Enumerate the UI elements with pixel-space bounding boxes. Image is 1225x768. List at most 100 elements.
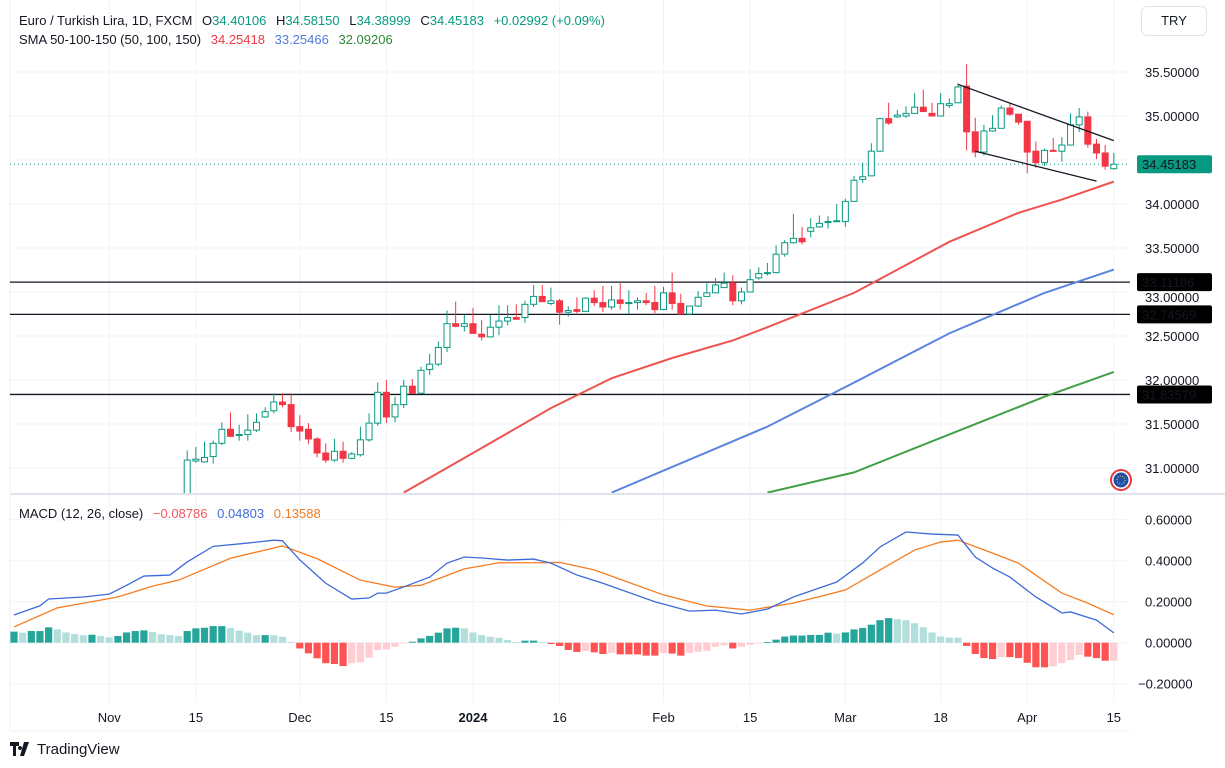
candle-up[interactable] [720,272,728,289]
candle-up[interactable] [711,277,719,294]
candle-down[interactable] [919,89,927,113]
candle-up[interactable] [270,393,278,414]
candle-down[interactable] [313,437,321,458]
candle-down[interactable] [1023,120,1031,174]
candle-down[interactable] [971,117,979,158]
candle-up[interactable] [201,441,209,463]
candle-down[interactable] [1084,111,1092,148]
candle-up[interactable] [1110,152,1118,170]
macd-axis[interactable]: 0.60000 0.40000 0.20000 0.00000 −0.20000 [1138,513,1193,692]
candle-up[interactable] [772,245,780,274]
candle-down[interactable] [590,290,598,307]
tradingview-logo[interactable]: TradingView [10,739,120,759]
candle-up[interactable] [235,424,243,441]
candle-up[interactable] [209,440,217,464]
candle-up[interactable] [876,117,884,152]
candle-up[interactable] [737,287,745,305]
candle-up[interactable] [504,305,512,326]
eu-flag-icon[interactable] [1110,469,1132,491]
level-price-label[interactable]: 31.83579 [1137,385,1212,404]
candle-up[interactable] [859,162,867,183]
candle-down[interactable] [469,307,477,334]
candle-down[interactable] [227,412,234,438]
candle-down[interactable] [885,102,893,125]
price-pane[interactable] [10,64,1140,508]
candle-up[interactable] [426,353,434,375]
candle-down[interactable] [382,380,390,424]
candle-down[interactable] [278,393,286,408]
candle-up[interactable] [781,240,789,257]
candle-up[interactable] [850,175,858,202]
candle-up[interactable] [980,124,988,156]
candle-down[interactable] [1093,138,1100,160]
candle-up[interactable] [348,452,356,460]
candle-up[interactable] [789,213,797,244]
candle-up[interactable] [400,380,408,409]
candle-down[interactable] [642,292,650,306]
candle-up[interactable] [530,284,538,307]
candle-up[interactable] [954,83,962,104]
candle-down[interactable] [1015,113,1023,125]
candle-up[interactable] [244,414,252,441]
candle-up[interactable] [495,305,503,336]
candle-up[interactable] [192,446,200,463]
candle-up[interactable] [893,109,901,118]
candle-up[interactable] [625,290,633,314]
candle-up[interactable] [807,218,815,238]
candle-down[interactable] [322,443,330,463]
trend-channel-line[interactable] [957,83,1115,142]
candle-up[interactable] [867,143,875,177]
level-price-label[interactable]: 33.11186 [1137,273,1212,292]
candle-up[interactable] [356,426,364,457]
candle-up[interactable] [460,314,468,332]
candle-down[interactable] [573,297,581,314]
sma-line-sma50[interactable] [403,180,1115,493]
candle-down[interactable] [729,275,737,306]
candle-down[interactable] [452,301,460,328]
candle-up[interactable] [1041,148,1049,167]
candle-down[interactable] [599,285,607,313]
candle-up[interactable] [815,215,823,228]
candle-up[interactable] [582,297,590,312]
candle-up[interactable] [833,204,841,223]
candle-up[interactable] [443,310,451,352]
candle-up[interactable] [218,422,226,446]
candle-down[interactable] [928,102,936,117]
candle-up[interactable] [608,285,616,310]
candle-up[interactable] [365,413,373,442]
candle-down[interactable] [963,64,971,151]
candle-up[interactable] [521,300,529,323]
candle-up[interactable] [746,269,754,293]
candle-up[interactable] [391,396,399,423]
candle-down[interactable] [512,304,520,320]
candle-up[interactable] [937,93,945,117]
candle-up[interactable] [417,366,425,395]
candle-down[interactable] [408,379,416,395]
last-price-label[interactable]: 34.45183 [1137,155,1212,174]
sma-line-sma150[interactable] [767,370,1115,493]
candle-down[interactable] [1049,138,1057,153]
macd-legend[interactable]: MACD (12, 26, close) −0.08786 0.04803 0.… [19,506,321,521]
price-axis[interactable]: 35.50000 35.00000 34.00000 33.50000 33.00000… [1137,65,1212,476]
candle-up[interactable] [634,297,642,310]
candle-down[interactable] [1101,145,1109,170]
candle-up[interactable] [824,216,832,229]
candle-up[interactable] [989,115,997,132]
candle-up[interactable] [841,198,849,227]
candle-up[interactable] [685,305,693,315]
candle-up[interactable] [945,98,953,109]
candle-up[interactable] [703,283,711,297]
candle-up[interactable] [330,438,338,462]
candle-up[interactable] [911,93,919,114]
candle-up[interactable] [1067,113,1075,146]
candle-down[interactable] [304,423,312,445]
candle-up[interactable] [374,382,382,426]
signal-line[interactable] [13,539,1115,628]
candle-up[interactable] [564,306,572,317]
macd-pane[interactable] [10,531,1118,668]
candle-down[interactable] [478,320,486,341]
candle-up[interactable] [763,262,771,276]
candle-up[interactable] [547,287,555,306]
candle-down[interactable] [538,284,546,303]
